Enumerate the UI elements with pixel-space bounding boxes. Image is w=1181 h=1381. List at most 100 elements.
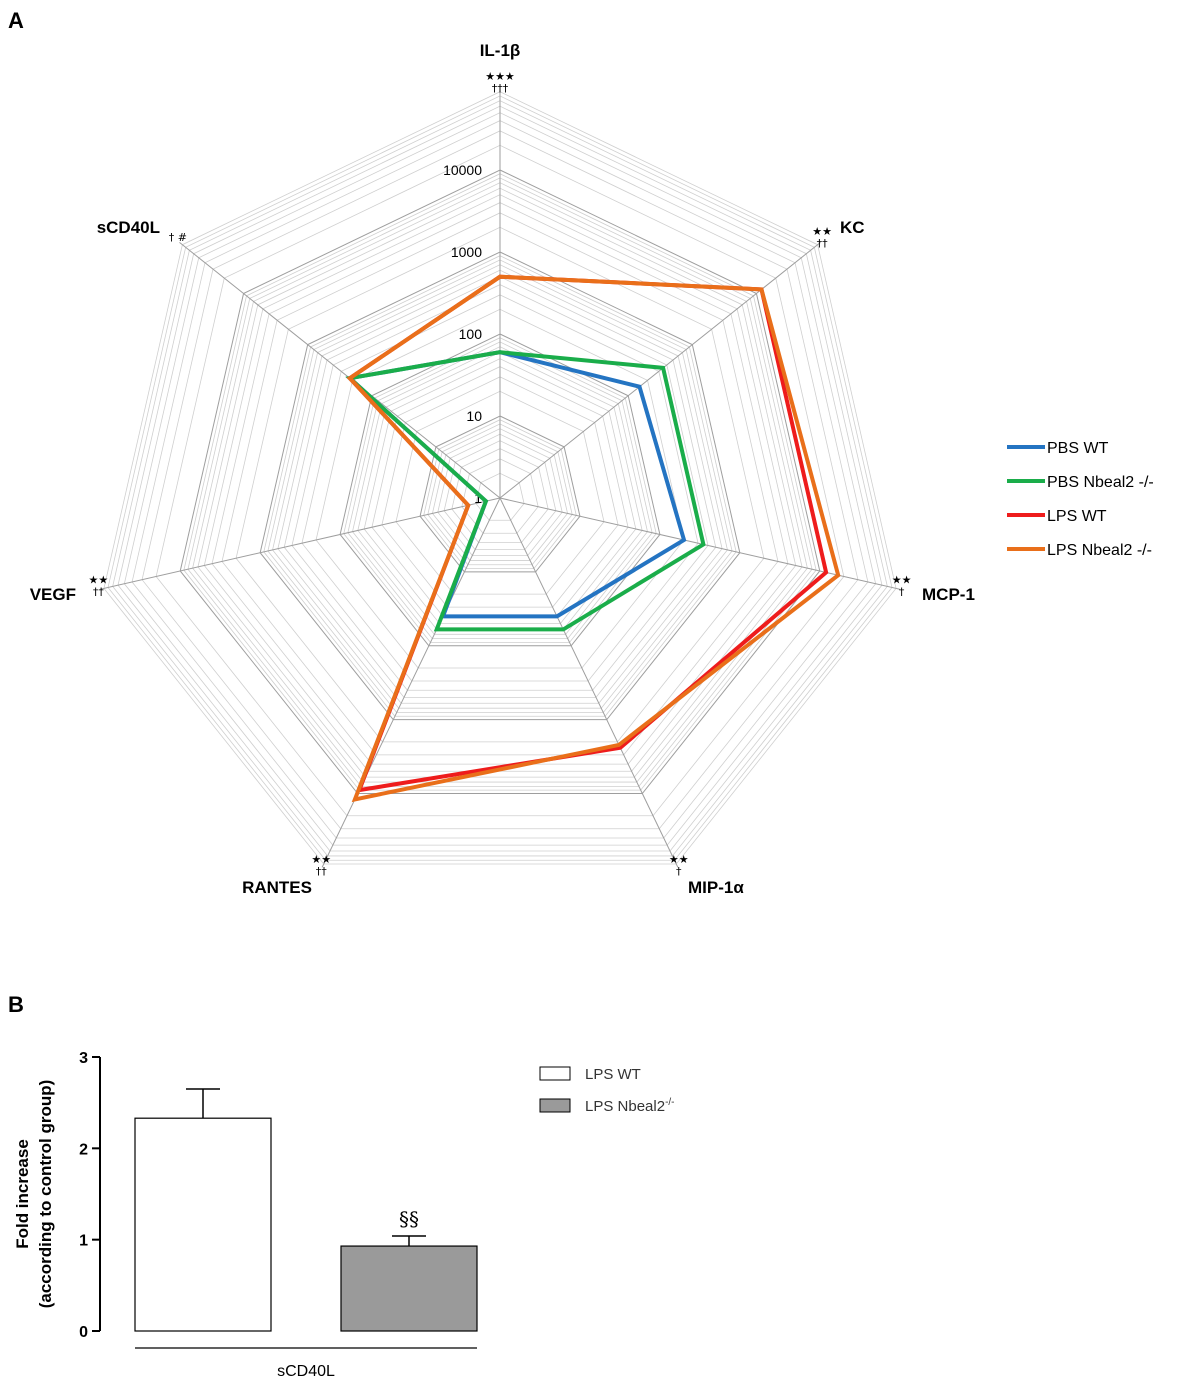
legend-a: PBS WT PBS Nbeal2 -/- LPS WT LPS Nbeal2 -/-: [1007, 440, 1154, 559]
bar-chart: 0 1 2 3 Fold increase (according to control g…: [13, 1050, 478, 1380]
grid-ring: [277, 269, 723, 704]
tick-label: 100: [459, 326, 483, 342]
series-line-1: [345, 350, 706, 632]
grid-ring: [155, 144, 845, 817]
grid-ring: [221, 212, 779, 756]
significance-line: ★★: [88, 574, 108, 587]
significance-mark: ★★ ††: [812, 225, 832, 250]
legend-label: PBS Nbeal2 -/-: [1047, 474, 1154, 491]
grid-ring: [192, 182, 808, 783]
axis-spoke: [499, 497, 900, 590]
panel-b-letter: B: [8, 992, 24, 1017]
axis-label: MIP-1α: [688, 878, 744, 897]
legend-label: PBS WT: [1047, 440, 1109, 457]
grid-ring: [347, 341, 653, 639]
significance-mark: ★★ †: [892, 574, 912, 599]
significance-mark: ★★ ††: [311, 853, 331, 878]
y-tick-label: 1: [79, 1233, 88, 1250]
axis-spoke: [179, 241, 501, 499]
significance-mark: ★★★ †††: [485, 70, 515, 95]
grid-ring: [211, 202, 789, 765]
tick-label: 1000: [451, 244, 482, 260]
significance-line: ★★★: [485, 70, 515, 83]
legend-label-sup: -/-: [665, 1097, 674, 1108]
grid-ring: [451, 448, 549, 543]
grid-ring: [117, 105, 883, 852]
grid-ring: [427, 423, 573, 566]
grid-ring: [423, 419, 577, 569]
significance-line: ★★: [812, 225, 832, 238]
y-axis-label-sub: (according to control group): [36, 1080, 55, 1309]
grid-ring: [179, 169, 821, 795]
grid-ring: [363, 358, 637, 624]
significance-mark: † #: [169, 231, 187, 244]
grid-ring: [123, 112, 877, 846]
legend-b: LPS WT LPS Nbeal2-/-: [539, 1066, 675, 1115]
tick-label: 10000: [443, 162, 482, 178]
axis-label: KC: [840, 218, 865, 237]
legend-label: LPS WT: [585, 1066, 641, 1083]
radar-chart: 1 10 100 1000 10000 IL-1β KC MCP-1 MIP-1α RANTES…: [30, 41, 975, 897]
axis-spoke: [499, 497, 679, 868]
legend-label: LPS Nbeal2 -/-: [1047, 542, 1152, 559]
radar-series: [345, 274, 841, 803]
grid-ring: [259, 251, 741, 721]
legend-swatch-0: [539, 1066, 571, 1081]
grid-ring: [112, 100, 888, 857]
bar-1: [340, 1245, 478, 1332]
axis-label: sCD40L: [97, 218, 160, 237]
grid-ring: [131, 120, 869, 839]
grid-ring: [283, 276, 717, 698]
significance-line: †: [676, 865, 682, 878]
axis-spoke: [499, 241, 821, 499]
legend-label: LPS WT: [1047, 508, 1107, 525]
series-line-3: [346, 274, 841, 803]
grid-ring: [263, 255, 737, 717]
legend-label-text: LPS Nbeal2: [585, 1098, 665, 1115]
grid-ring: [419, 415, 581, 573]
grid-ring: [301, 294, 699, 682]
series-line-2: [346, 274, 829, 793]
bar-0: [134, 1117, 272, 1332]
grid-ring: [183, 173, 817, 791]
significance-line: ★★: [669, 853, 689, 866]
y-tick-label: 0: [79, 1324, 88, 1341]
significance-line: † #: [169, 231, 187, 244]
radar-grid: [100, 88, 900, 868]
significance-line: †: [899, 586, 905, 599]
category-label: sCD40L: [277, 1363, 335, 1380]
significance-line: †††: [492, 82, 509, 95]
grid-ring: [103, 91, 897, 865]
significance-line: ††: [817, 237, 829, 250]
significance-line: ††: [93, 586, 105, 599]
y-tick-label: 2: [79, 1141, 88, 1158]
grid-ring: [141, 130, 859, 830]
radar-significance-marks: ★★★ †††★★ ††★★ †★★ †★★ ††★★ ††† #: [88, 70, 911, 878]
radar-axis-labels: IL-1β KC MCP-1 MIP-1α RANTES VEGF sCD40L: [30, 41, 975, 897]
y-axis-label: Fold increase: [13, 1139, 32, 1249]
grid-ring: [461, 458, 539, 534]
axis-spoke: [100, 497, 501, 590]
significance-line: ††: [316, 865, 328, 878]
significance-line: ★★: [892, 574, 912, 587]
tick-label: 10: [466, 408, 482, 424]
tick-label: 1: [474, 490, 482, 506]
grid-ring: [187, 177, 813, 787]
radar-tick-labels: 1 10 100 1000 10000: [443, 162, 482, 506]
axis-label: VEGF: [30, 585, 76, 604]
significance-line: ★★: [311, 853, 331, 866]
panel-a-letter: A: [8, 8, 24, 33]
y-tick-label: 3: [79, 1050, 88, 1067]
grid-ring: [381, 376, 619, 608]
axis-label: MCP-1: [922, 585, 975, 604]
grid-ring: [267, 259, 733, 713]
grid-ring: [107, 95, 893, 861]
grid-ring: [352, 346, 648, 635]
significance-mark: ★★ ††: [88, 574, 108, 599]
grid-ring: [272, 264, 728, 709]
legend-label: LPS Nbeal2-/-: [585, 1097, 675, 1115]
axis-label: RANTES: [242, 878, 312, 897]
significance-annotation: §§: [399, 1207, 419, 1231]
axis-label: IL-1β: [480, 41, 521, 60]
